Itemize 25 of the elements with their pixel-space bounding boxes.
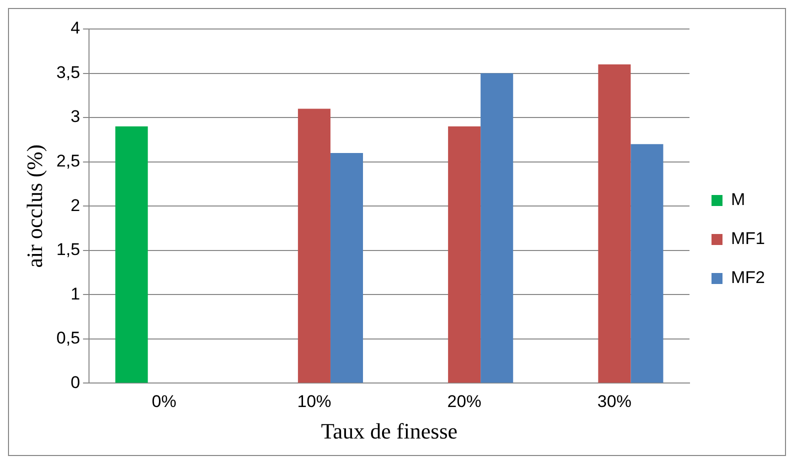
x-tick-label: 30% [597,392,632,412]
bar [448,126,481,383]
legend-label: M [731,190,746,210]
bar [598,64,631,383]
y-tick-label: 3 [70,107,80,126]
x-tick-label: 0% [152,392,176,412]
y-tick-label: 4 [70,18,80,38]
y-tick-label: 0,5 [56,328,80,348]
bar [330,152,363,383]
y-tick-label: 2 [70,196,80,215]
y-tick-label: 3,5 [56,62,80,82]
x-tick-label: 10% [297,392,332,412]
bar [630,144,664,383]
y-tick-label: 2,5 [56,152,80,171]
y-tick-label: 0 [70,372,80,392]
x-axis-title: Taux de finesse [321,418,458,444]
y-tick-label: 1 [70,284,80,304]
legend-label: MF2 [731,268,765,288]
y-axis-title: air occlus (%) [22,144,47,268]
y-tick-label: 1,5 [56,240,80,260]
bar [115,126,148,383]
legend-label: MF1 [731,229,765,248]
x-tick-label: 20% [447,392,482,412]
bar [298,108,330,383]
bar [480,73,514,383]
